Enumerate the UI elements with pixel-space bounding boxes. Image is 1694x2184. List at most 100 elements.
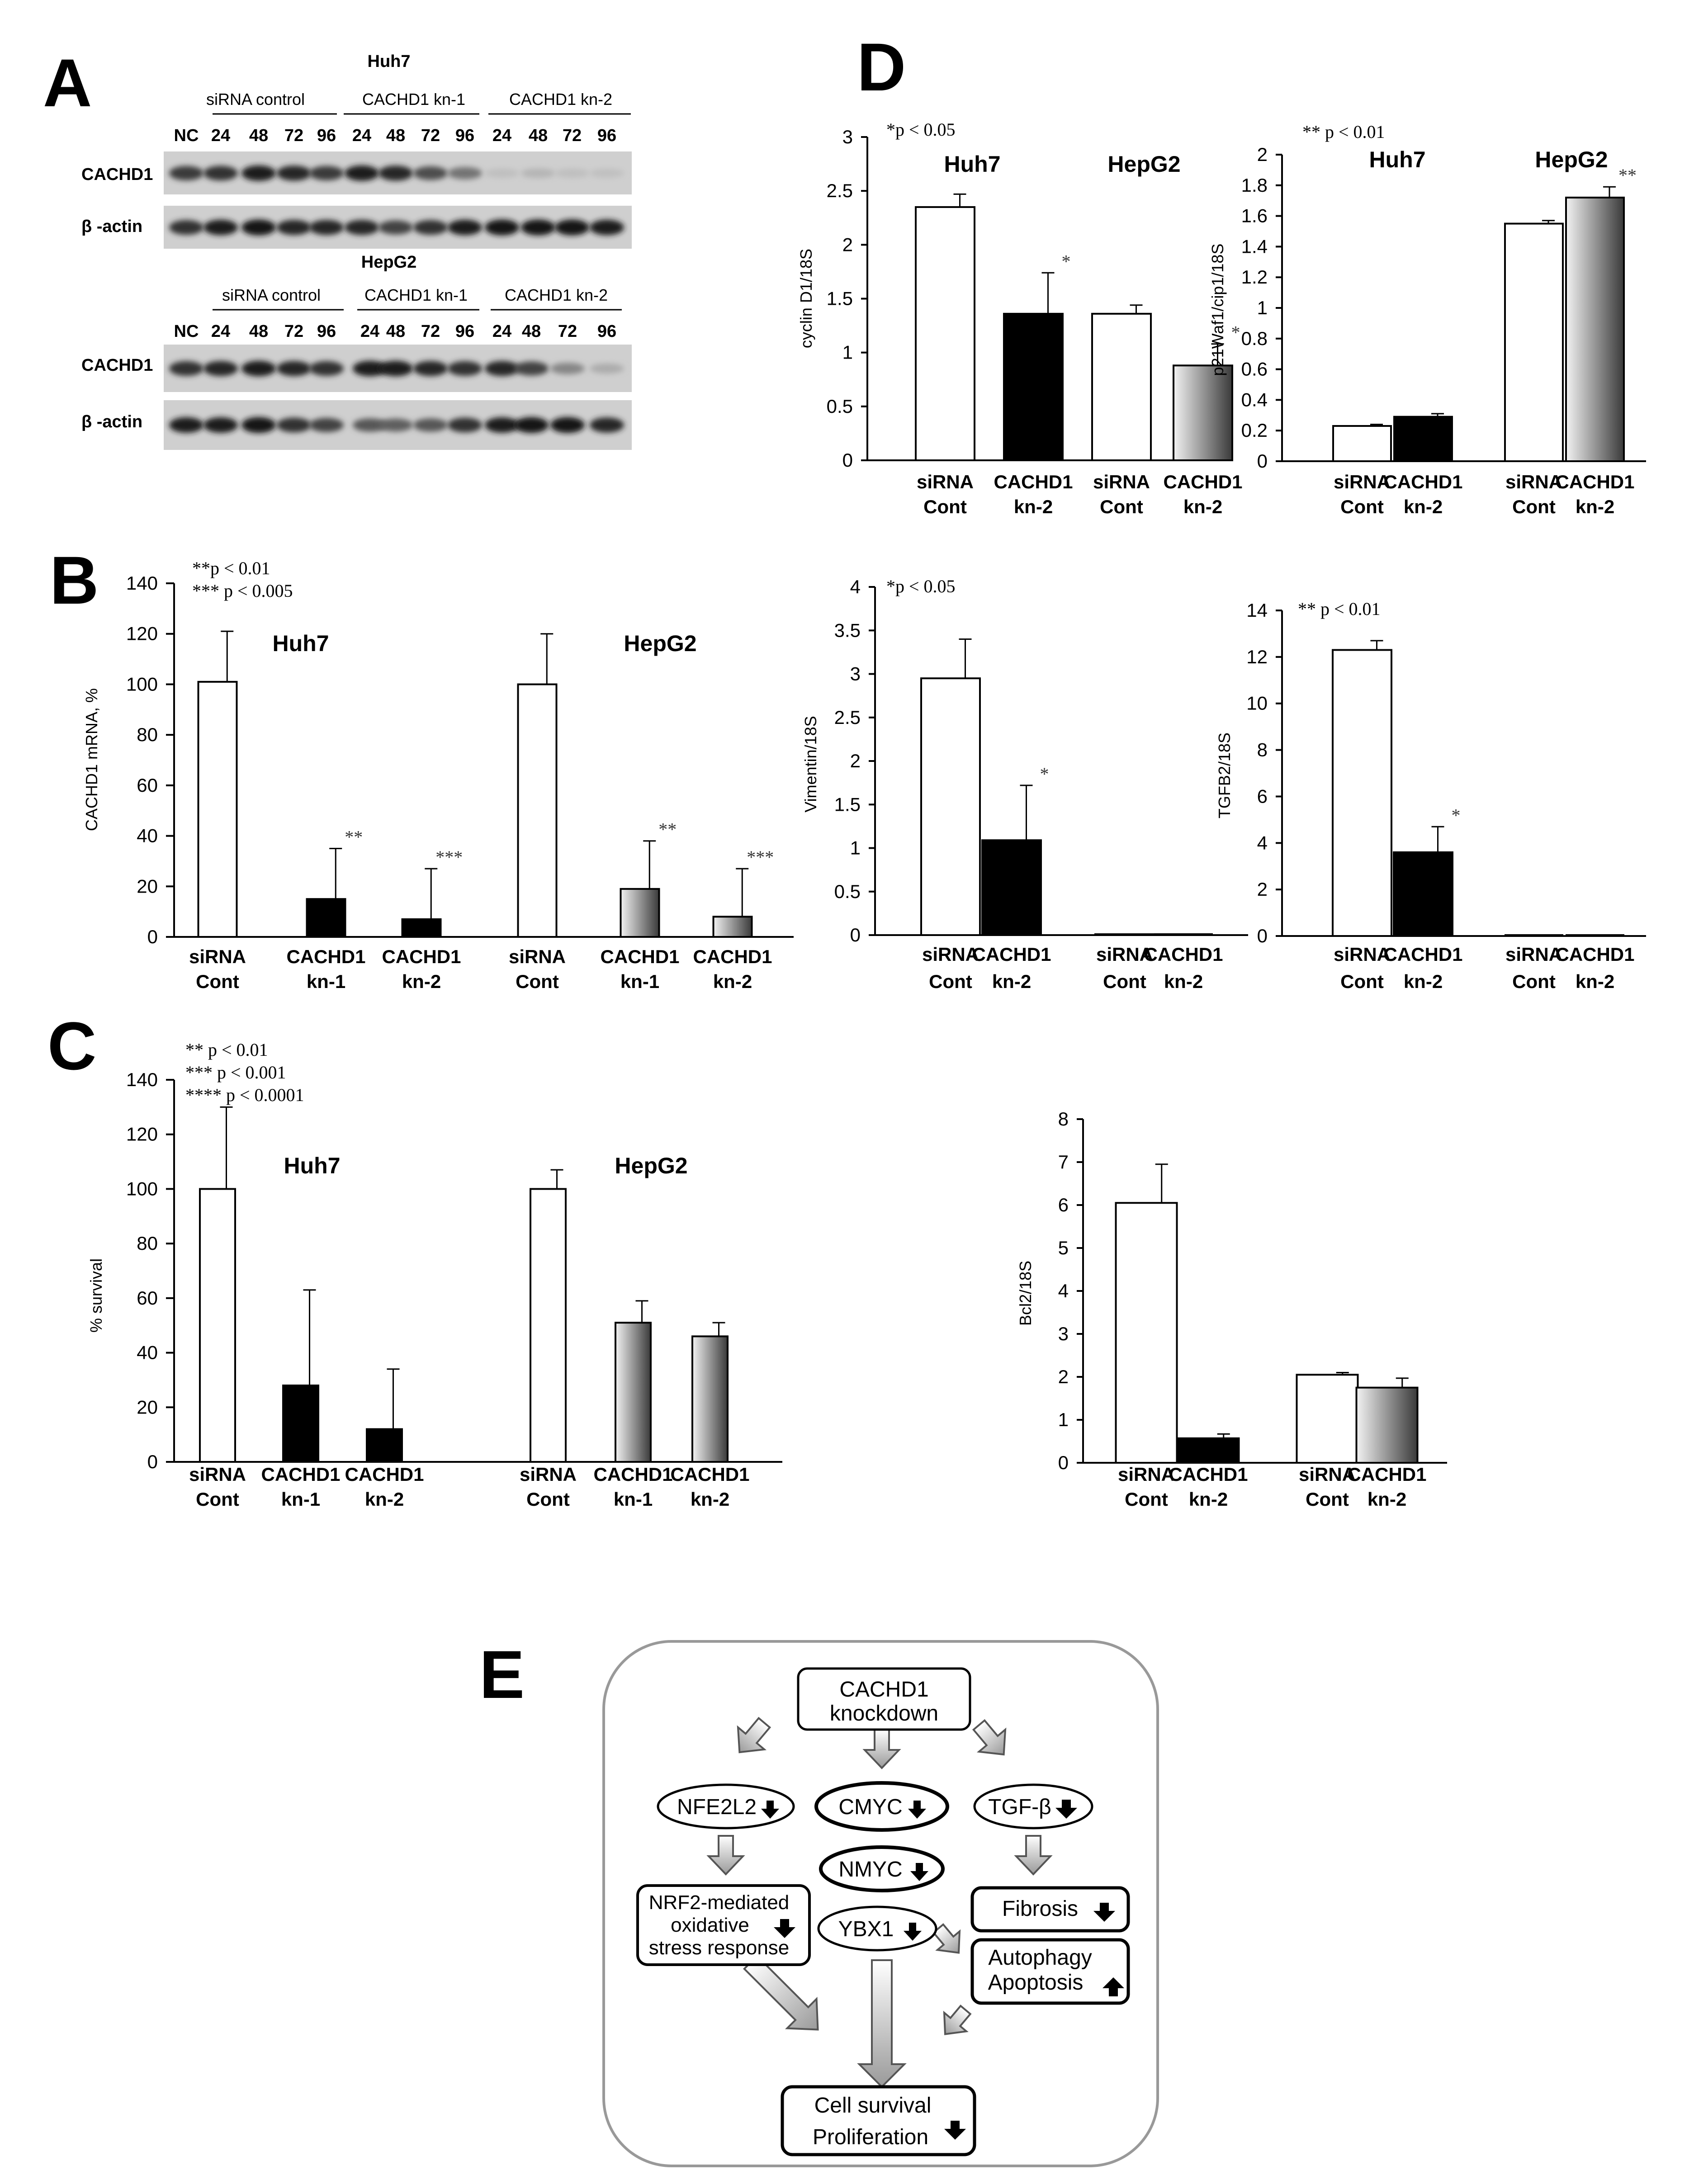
- y-tick-label: 2: [850, 750, 861, 771]
- bar: [530, 1188, 567, 1463]
- p-value-note: *** p < 0.001: [185, 1062, 286, 1083]
- category-label: siRNA: [509, 946, 566, 967]
- category-label: CACHD1: [994, 471, 1073, 492]
- y-axis-label: % survival: [87, 1258, 105, 1333]
- y-tick-label: 0.8: [1241, 328, 1268, 349]
- wb-band: [353, 360, 387, 377]
- category-label: CACHD1: [261, 1464, 340, 1485]
- wb-lane-label: 96: [597, 322, 616, 341]
- y-tick-label: 4: [1257, 832, 1268, 853]
- category-label: CACHD1: [1555, 471, 1634, 492]
- bar: [1094, 933, 1155, 936]
- y-tick-label: 6: [1257, 785, 1268, 807]
- wb-band: [379, 220, 413, 235]
- category-label: siRNA: [1505, 471, 1562, 492]
- wb-band: [309, 418, 344, 432]
- category-label: siRNA: [189, 1464, 246, 1485]
- chart-d5: 012345678Bcl2/18SsiRNAContCACHD1kn-2siRN…: [1016, 1108, 1447, 1510]
- wb-cell-label: Huh7: [368, 52, 411, 71]
- category-label: kn-1: [614, 1489, 653, 1510]
- category-label: Cont: [516, 971, 559, 992]
- category-label: CACHD1: [593, 1464, 672, 1485]
- panel-label-b: B: [50, 542, 99, 618]
- node-start: CACHD1 knockdown: [797, 1667, 971, 1731]
- y-tick-label: 1.4: [1241, 236, 1268, 257]
- wb-lane-label: 24: [492, 126, 511, 145]
- bar: [620, 888, 660, 938]
- wb-band: [448, 167, 482, 180]
- down-arrow-icon: [944, 2121, 966, 2140]
- y-tick-label: 2: [842, 234, 853, 255]
- group-title: HepG2: [1535, 147, 1608, 172]
- wb-band: [241, 417, 276, 433]
- wb-band: [379, 418, 413, 432]
- bar: [1091, 312, 1152, 461]
- bar: [1393, 416, 1453, 462]
- p-value-note: ** p < 0.01: [1298, 599, 1381, 619]
- wb-group-label: CACHD1 kn-1: [364, 286, 468, 304]
- bar: [712, 916, 753, 938]
- wb-group-label: CACHD1 kn-2: [505, 286, 608, 304]
- category-label: kn-2: [1368, 1489, 1406, 1510]
- y-tick-label: 140: [126, 1069, 158, 1090]
- chart-d1: 0 0.5 1 1.5 2 2.5 3 cyclin D1/18S siRNA Cont * CACH…: [797, 119, 1243, 517]
- wb-band: [413, 220, 448, 235]
- category-label: CACHD1: [693, 946, 772, 967]
- category-label: kn-1: [281, 1489, 320, 1510]
- category-label: siRNA: [189, 946, 246, 967]
- wb-band: [379, 360, 413, 377]
- bar: [691, 1335, 729, 1463]
- arrow-ybx1-to-outcome: [857, 1959, 907, 2088]
- node-nfe2l2-label: NFE2L2: [677, 1795, 757, 1819]
- wb-lane-label: 72: [421, 322, 440, 341]
- bar: [1393, 851, 1453, 937]
- category-label: siRNA: [1096, 944, 1153, 965]
- y-tick-label: 100: [126, 1178, 158, 1199]
- category-label: CACHD1: [1347, 1464, 1426, 1485]
- panel-label-c: C: [47, 1008, 96, 1084]
- arrow-to-nfe2l2: [737, 1716, 771, 1754]
- wb-lane-label: NC: [174, 322, 199, 341]
- bar: [306, 898, 346, 938]
- significance-marker: *: [1231, 322, 1240, 343]
- chart-b: 0 20 40 60 80 100 120 140 CACHD1 mRNA, % siRNA Con…: [82, 558, 794, 992]
- category-label: CACHD1: [1144, 944, 1223, 965]
- wb-cell-label: HepG2: [361, 253, 416, 272]
- wb-band: [277, 417, 311, 433]
- node-tgfb: TGF-β: [973, 1783, 1093, 1829]
- node-nrf2-line1: NRF2-mediated: [649, 1891, 790, 1914]
- y-tick-label: 60: [137, 775, 158, 796]
- p-value-note: *p < 0.05: [886, 576, 956, 596]
- wb-band: [590, 417, 624, 433]
- y-tick-label: 120: [126, 623, 158, 644]
- wb-lane-label: 48: [529, 126, 548, 145]
- node-autophagy: Autophagy Apoptosis: [970, 1938, 1130, 2005]
- wb-band: [590, 168, 624, 178]
- significance-marker: *: [1062, 251, 1071, 271]
- category-label: kn-2: [713, 971, 752, 992]
- chart-d3: 0 0.5 1 1.5 2 2.5 3 3.5 4 Vimentin/18S siRNA Cont * C…: [801, 576, 1248, 992]
- down-arrow-icon: [761, 1801, 779, 1819]
- chart-c: 0 20 40 60 80 100 120 140 % survival siRNA Cont CAC…: [87, 1040, 782, 1510]
- bar: [517, 683, 558, 938]
- node-nrf2-line2: oxidative: [671, 1914, 749, 1936]
- y-tick-label: 80: [137, 1233, 158, 1254]
- group-title: HepG2: [624, 631, 696, 656]
- wb-band: [550, 417, 585, 433]
- group-title: Huh7: [273, 631, 329, 656]
- wb-band: [277, 361, 311, 376]
- y-tick-label: 0.5: [827, 396, 853, 417]
- bar: [920, 677, 981, 936]
- group-title: Huh7: [284, 1153, 341, 1178]
- category-label: CACHD1: [972, 944, 1051, 965]
- category-label: kn-2: [402, 971, 441, 992]
- wb-band: [485, 219, 519, 236]
- category-label: siRNA: [520, 1464, 577, 1485]
- group-title: Huh7: [944, 151, 1001, 177]
- wb-lane-label: 72: [421, 126, 440, 145]
- p-value-note: *** p < 0.005: [192, 581, 293, 601]
- wb-band: [353, 418, 387, 432]
- panel-label-e: E: [479, 1636, 525, 1712]
- wb-lane-label: 24: [492, 322, 511, 341]
- wb-group-label: siRNA control: [206, 90, 305, 109]
